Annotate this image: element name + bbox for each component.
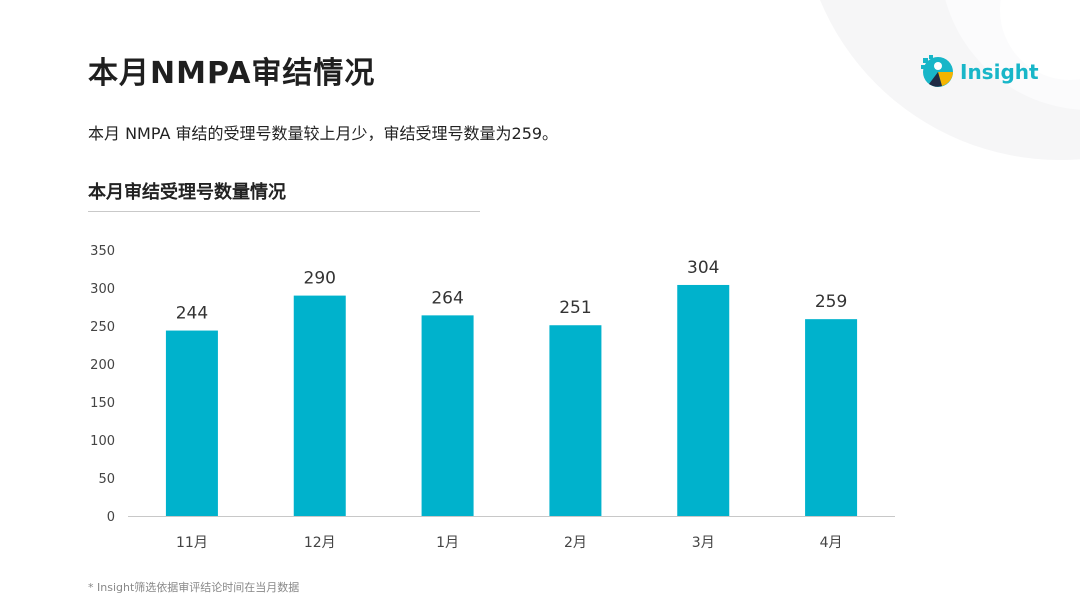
x-tick-label: 12月 <box>304 535 336 551</box>
bar <box>421 315 474 516</box>
bar <box>805 319 858 516</box>
summary-text: 本月 NMPA 审结的受理号数量较上月少，审结受理号数量为259。 <box>88 124 559 143</box>
insight-logo-icon <box>921 55 953 87</box>
data-label: 264 <box>431 288 463 308</box>
y-tick-label: 100 <box>90 434 115 449</box>
data-label: 244 <box>176 304 208 324</box>
data-label: 259 <box>815 292 847 312</box>
x-tick-label: 1月 <box>436 535 459 551</box>
bar <box>677 284 730 516</box>
chart-heading: 本月审结受理号数量情况 <box>88 182 286 203</box>
bar <box>293 295 346 516</box>
y-tick-label: 350 <box>90 244 115 259</box>
heading-divider <box>88 211 480 212</box>
brand-logo: Insight <box>920 54 1039 90</box>
data-label: 290 <box>304 269 336 289</box>
x-tick-label: 2月 <box>564 535 587 551</box>
data-label: 251 <box>559 298 591 318</box>
y-tick-label: 200 <box>90 358 115 373</box>
page-title: 本月NMPA审结情况 <box>88 56 376 91</box>
footnote: * Insight筛选依据审评结论时间在当月数据 <box>88 581 300 594</box>
x-tick-label: 11月 <box>176 535 208 551</box>
y-tick-label: 0 <box>107 510 115 525</box>
data-label: 304 <box>687 258 719 278</box>
y-tick-label: 250 <box>90 320 115 335</box>
y-tick-label: 300 <box>90 282 115 297</box>
x-tick-label: 3月 <box>692 535 715 551</box>
bar <box>165 330 218 516</box>
logo-text: Insight <box>960 60 1039 84</box>
y-tick-label: 50 <box>98 472 115 487</box>
x-tick-label: 4月 <box>820 535 843 551</box>
bar <box>549 325 602 516</box>
y-tick-label: 150 <box>90 396 115 411</box>
